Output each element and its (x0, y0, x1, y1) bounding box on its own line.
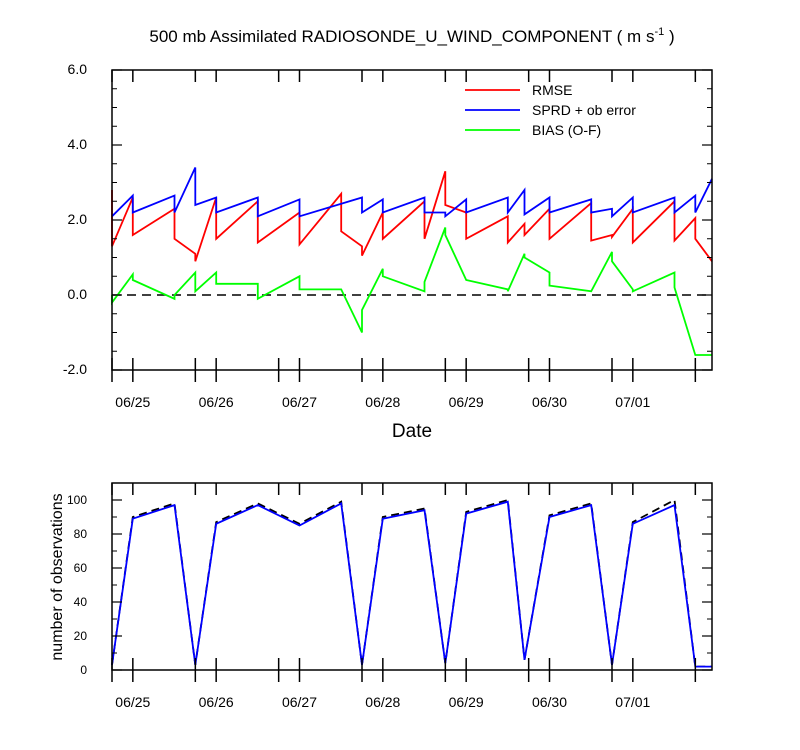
bottom-y-tick-label: 60 (74, 561, 88, 575)
legend-label-bias-o-f-: BIAS (O-F) (532, 122, 601, 138)
top-x-tick-label: 06/29 (449, 394, 484, 410)
bottom-x-tick-label: 06/26 (199, 694, 234, 710)
top-x-tick-label: 07/01 (615, 394, 650, 410)
legend: RMSE SPRD + ob error BIAS (O-F) (465, 82, 636, 138)
top-plot-area (111, 167, 713, 356)
top-x-tick-label: 06/26 (199, 394, 234, 410)
top-x-tick-label: 06/30 (532, 394, 567, 410)
chart-title-superscript: -1 (654, 26, 664, 38)
top-y-tick-label: -2.0 (63, 361, 87, 377)
bottom-panel: 0 20 40 60 80 100 06/25 06/26 06/27 06/28 06/29 06/… (49, 482, 713, 710)
top-series-line-sprd-ob-error (111, 167, 713, 219)
top-x-tick-label: 06/28 (365, 394, 400, 410)
bottom-y-axis-title: number of observations (49, 493, 66, 660)
top-y-tick-label: 4.0 (68, 136, 88, 152)
top-panel: -2.0 0.0 2.0 4.0 6.0 06/25 06/26 06/27 06/28 06/2… (63, 61, 713, 442)
chart-title-text: 500 mb Assimilated RADIOSONDE_U_WIND_COM… (149, 27, 654, 46)
bottom-y-tick-label: 0 (80, 663, 87, 677)
top-y-tick-label: 2.0 (68, 211, 88, 227)
bottom-plot-area (111, 498, 712, 668)
top-y-tick-label: 6.0 (68, 61, 88, 77)
bottom-axes: 0 20 40 60 80 100 06/25 06/26 06/27 06/28 06/29 06/… (67, 483, 712, 710)
bottom-plot-frame (111, 482, 713, 671)
chart-title-end: ) (664, 27, 674, 46)
top-series-line-rmse (111, 171, 713, 262)
top-y-tick-label: 0.0 (68, 286, 88, 302)
bottom-x-tick-label: 06/25 (115, 694, 150, 710)
bottom-x-tick-label: 06/29 (449, 694, 484, 710)
top-x-tick-label: 06/27 (282, 394, 317, 410)
bottom-x-tick-label: 06/28 (365, 694, 400, 710)
bottom-y-tick-label: 100 (67, 493, 87, 507)
bottom-y-tick-label: 80 (74, 527, 88, 541)
bottom-series-line-assimilated (111, 500, 712, 668)
top-x-tick-label: 06/25 (115, 394, 150, 410)
bottom-y-tick-label: 40 (74, 595, 88, 609)
chart-title: 500 mb Assimilated RADIOSONDE_U_WIND_COM… (149, 26, 674, 46)
legend-label-sprd-ob-error: SPRD + ob error (532, 102, 636, 118)
bottom-x-tick-label: 06/30 (532, 694, 567, 710)
bottom-x-tick-label: 07/01 (615, 694, 650, 710)
top-x-axis-title: Date (392, 421, 432, 442)
bottom-y-tick-label: 20 (74, 629, 88, 643)
top-series-line-bias-o-f- (111, 227, 712, 356)
legend-label-rmse: RMSE (532, 82, 572, 98)
top-axes: -2.0 0.0 2.0 4.0 6.0 06/25 06/26 06/27 06/28 06/2… (63, 61, 712, 410)
bottom-series-line-possible (111, 498, 712, 668)
bottom-x-tick-label: 06/27 (282, 694, 317, 710)
